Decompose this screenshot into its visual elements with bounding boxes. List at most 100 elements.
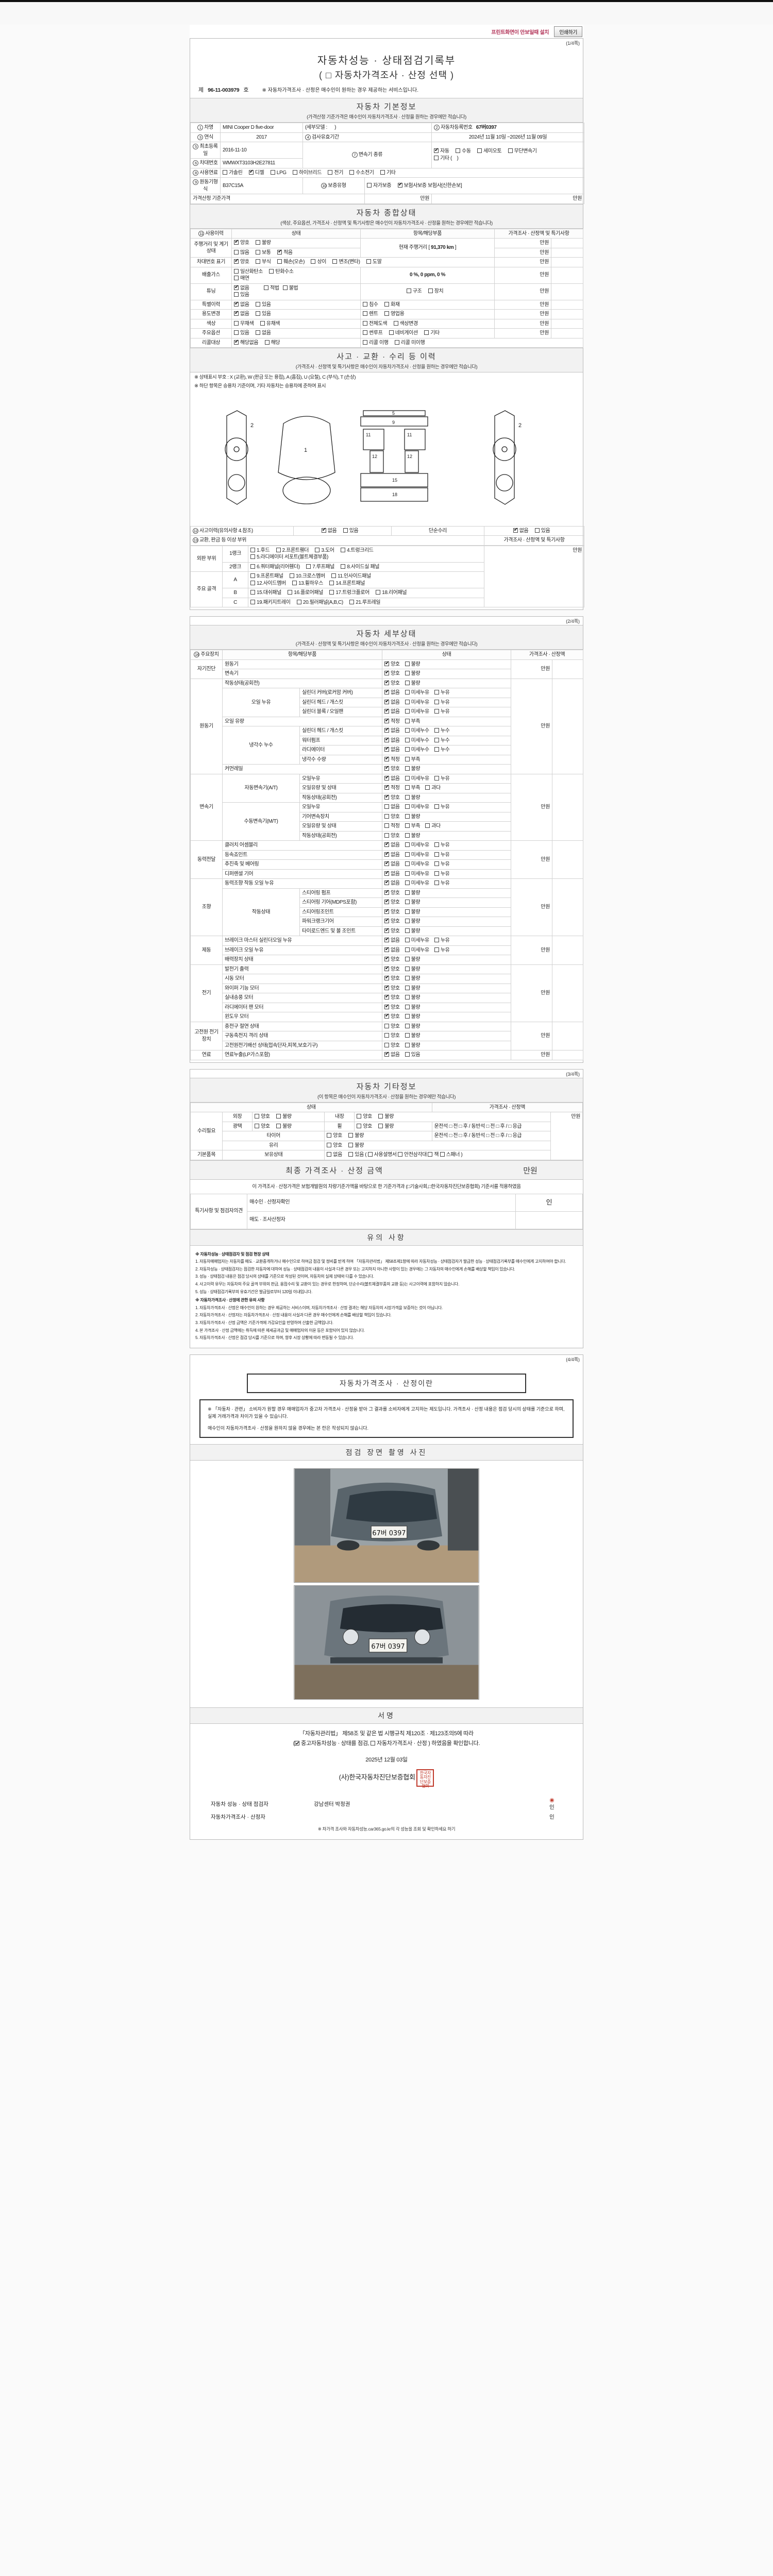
- checkbox-불량[interactable]: [405, 909, 410, 914]
- checkbox-양호[interactable]: [384, 793, 389, 800]
- checkbox-jack[interactable]: [428, 1152, 433, 1157]
- checkbox-미세누수[interactable]: [405, 737, 410, 742]
- checkbox-sign-performance[interactable]: [295, 1739, 299, 1748]
- checkbox-options-etc[interactable]: [424, 330, 429, 335]
- checkbox-누유[interactable]: [434, 775, 439, 781]
- checkbox-tire-good[interactable]: [327, 1133, 332, 1138]
- checkbox-없음[interactable]: [384, 860, 389, 867]
- checkbox-front-fender[interactable]: [276, 547, 281, 552]
- checkbox-usechange-none[interactable]: [234, 310, 239, 317]
- checkbox-recall-applicable[interactable]: [264, 340, 270, 345]
- checkbox-hybrid[interactable]: [293, 170, 297, 175]
- checkbox-없음[interactable]: [384, 841, 389, 848]
- checkbox-accident-none[interactable]: [321, 527, 326, 533]
- checkbox-누유[interactable]: [434, 861, 439, 866]
- checkbox-미세누유[interactable]: [405, 871, 410, 876]
- checkbox-basic-none[interactable]: [327, 1152, 332, 1157]
- checkbox-양호[interactable]: [384, 965, 389, 972]
- checkbox-front-panel[interactable]: [250, 573, 255, 578]
- checkbox-불량[interactable]: [405, 900, 410, 904]
- checkbox-미세누유[interactable]: [405, 938, 410, 942]
- checkbox-co[interactable]: [234, 268, 239, 274]
- checkbox-front-panel-2[interactable]: [329, 580, 334, 585]
- checkbox-양호[interactable]: [384, 898, 389, 905]
- checkbox-미세누수[interactable]: [405, 747, 410, 752]
- checkbox-int-bad[interactable]: [378, 1114, 383, 1118]
- checkbox-package-tray[interactable]: [250, 599, 255, 604]
- checkbox-usechange-yes[interactable]: [256, 311, 260, 316]
- checkbox-적정[interactable]: [384, 755, 389, 762]
- checkbox-diesel[interactable]: [248, 168, 254, 175]
- checkbox-fuel-etc[interactable]: [380, 170, 385, 175]
- checkbox-electric[interactable]: [328, 170, 333, 175]
- checkbox-없음[interactable]: [384, 688, 389, 696]
- checkbox-부족[interactable]: [405, 718, 410, 723]
- checkbox-roof-panel[interactable]: [306, 564, 311, 569]
- checkbox-미세누유[interactable]: [405, 775, 410, 781]
- checkbox-없음[interactable]: [384, 707, 389, 715]
- checkbox-wheel-house[interactable]: [292, 580, 297, 585]
- print-button[interactable]: 인쇄하기: [554, 26, 582, 37]
- checkbox-rear-panel[interactable]: [376, 590, 381, 595]
- checkbox-미세누유[interactable]: [405, 699, 410, 704]
- checkbox-tuning-device[interactable]: [428, 289, 433, 294]
- checkbox-wheel-good[interactable]: [357, 1123, 362, 1128]
- checkbox-미세누유[interactable]: [405, 690, 410, 694]
- checkbox-양호[interactable]: [384, 669, 389, 676]
- checkbox-미세누유[interactable]: [405, 852, 410, 857]
- checkbox-양호[interactable]: [384, 765, 389, 772]
- checkbox-vin-corrosion[interactable]: [256, 259, 260, 264]
- checkbox-미세누수[interactable]: [405, 728, 410, 733]
- checkbox-미세누유[interactable]: [405, 842, 410, 847]
- checkbox-special-none[interactable]: [234, 300, 239, 307]
- checkbox-적정[interactable]: [384, 823, 389, 828]
- checkbox-vin-erased[interactable]: [366, 259, 371, 264]
- checkbox-불량[interactable]: [405, 814, 410, 819]
- checkbox-mileage-normal[interactable]: [256, 249, 260, 255]
- checkbox-recall-pending[interactable]: [394, 340, 399, 345]
- checkbox-insurer-warranty[interactable]: [397, 181, 402, 188]
- checkbox-양호[interactable]: [384, 889, 389, 895]
- checkbox-wheel-bad[interactable]: [378, 1123, 383, 1128]
- checkbox-recall-na[interactable]: [234, 338, 239, 345]
- checkbox-vin-good[interactable]: [234, 258, 239, 265]
- checkbox-ext-good[interactable]: [255, 1114, 260, 1118]
- checkbox-sign-price[interactable]: [371, 1740, 376, 1745]
- checkbox-불량[interactable]: [405, 794, 410, 800]
- checkbox-없음[interactable]: [384, 804, 389, 809]
- checkbox-gasoline[interactable]: [223, 170, 227, 175]
- checkbox-triangle[interactable]: [398, 1152, 403, 1157]
- checkbox-불량[interactable]: [405, 985, 410, 990]
- checkbox-미세누유[interactable]: [405, 880, 410, 885]
- checkbox-누수[interactable]: [434, 728, 439, 733]
- checkbox-누수[interactable]: [434, 747, 439, 752]
- checkbox-불량[interactable]: [405, 661, 410, 666]
- checkbox-누유[interactable]: [434, 690, 439, 694]
- checkbox-tuning-illegal[interactable]: [282, 285, 288, 290]
- checkbox-있음[interactable]: [405, 1052, 410, 1057]
- checkbox-roof-rail[interactable]: [349, 599, 355, 604]
- checkbox-없음[interactable]: [384, 774, 389, 781]
- checkbox-양호[interactable]: [384, 974, 389, 981]
- checkbox-불량[interactable]: [405, 995, 410, 999]
- checkbox-불량[interactable]: [405, 766, 410, 771]
- checkbox-양호[interactable]: [384, 814, 389, 819]
- checkbox-양호[interactable]: [384, 955, 389, 962]
- checkbox-없음[interactable]: [384, 936, 389, 943]
- checkbox-polish-bad[interactable]: [276, 1123, 281, 1128]
- checkbox-quarter-panel[interactable]: [250, 564, 255, 569]
- checkbox-tuning-yes[interactable]: [234, 292, 239, 297]
- checkbox-없음[interactable]: [384, 879, 389, 886]
- checkbox-양호[interactable]: [384, 679, 389, 686]
- checkbox-color-achromatic[interactable]: [234, 320, 239, 326]
- checkbox-tuning-structure[interactable]: [406, 289, 411, 294]
- checkbox-simple-none[interactable]: [513, 527, 518, 533]
- checkbox-없음[interactable]: [384, 851, 389, 857]
- checkbox-simple-yes[interactable]: [534, 528, 540, 533]
- checkbox-과다[interactable]: [425, 785, 430, 790]
- checkbox-pillar-panel[interactable]: [296, 599, 301, 604]
- checkbox-불량[interactable]: [405, 928, 410, 933]
- checkbox-recall-done[interactable]: [363, 340, 367, 345]
- checkbox-양호[interactable]: [384, 993, 389, 1001]
- checkbox-semiauto[interactable]: [477, 148, 482, 154]
